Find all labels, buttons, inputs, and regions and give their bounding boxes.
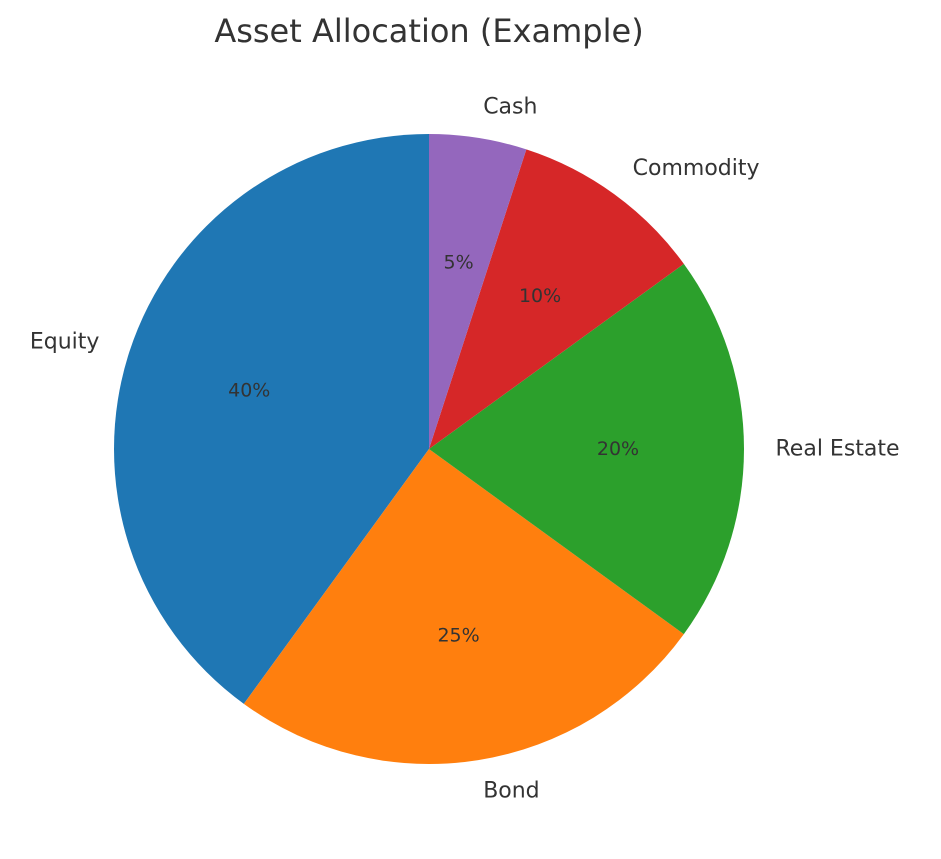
slice-label-equity: Equity xyxy=(30,329,100,354)
slice-label-bond: Bond xyxy=(483,779,539,804)
pct-label-real-estate: 20% xyxy=(597,438,639,460)
pct-label-bond: 25% xyxy=(437,625,479,647)
pie-slice-cash xyxy=(429,134,527,449)
pct-label-equity: 40% xyxy=(228,380,270,402)
labels-group: Equity 40% Bond 25% Real Estate 20% Commodity 1… xyxy=(30,94,900,803)
slice-label-commodity: Commodity xyxy=(633,156,760,181)
pie-slice-equity xyxy=(114,134,429,704)
slice-label-cash: Cash xyxy=(483,94,537,119)
chart-title: Asset Allocation (Example) xyxy=(214,12,643,50)
slice-label-real-estate: Real Estate xyxy=(776,437,900,462)
pie-slice-commodity xyxy=(429,149,684,450)
pie-slice-bond xyxy=(243,449,684,764)
slices-group xyxy=(114,134,744,764)
pct-label-commodity: 10% xyxy=(519,285,561,307)
pie-slice-real-estate xyxy=(429,263,744,635)
pct-label-cash: 5% xyxy=(443,251,473,273)
